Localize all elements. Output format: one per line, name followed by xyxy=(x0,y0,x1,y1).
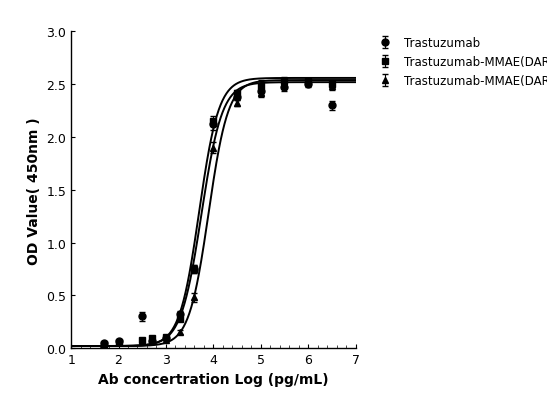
Legend: Trastuzumab, Trastuzumab-MMAE(DAR2), Trastuzumab-MMAE(DAR4): Trastuzumab, Trastuzumab-MMAE(DAR2), Tra… xyxy=(367,32,547,92)
X-axis label: Ab concertration Log (pg/mL): Ab concertration Log (pg/mL) xyxy=(98,372,329,386)
Y-axis label: OD Value( 450nm ): OD Value( 450nm ) xyxy=(27,117,40,264)
